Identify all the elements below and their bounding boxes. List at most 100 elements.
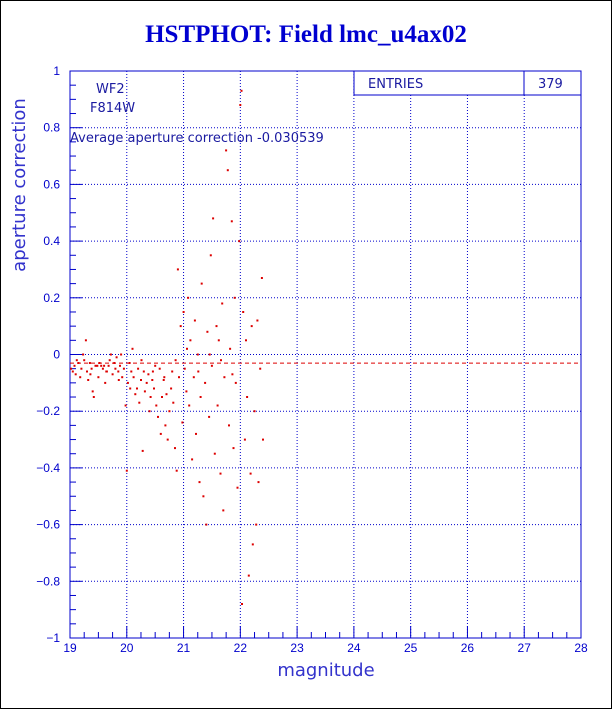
data-point bbox=[233, 296, 236, 299]
data-point bbox=[168, 410, 171, 413]
data-point bbox=[157, 415, 159, 418]
data-point bbox=[97, 376, 100, 379]
data-point bbox=[120, 353, 123, 356]
data-point bbox=[128, 362, 131, 364]
data-point bbox=[122, 367, 125, 370]
data-point bbox=[229, 347, 232, 350]
data-point bbox=[105, 370, 108, 373]
data-point bbox=[126, 381, 129, 384]
stats-entries-value: 379 bbox=[538, 77, 563, 92]
data-point bbox=[117, 379, 120, 381]
data-point bbox=[232, 447, 235, 450]
data-point bbox=[108, 359, 111, 362]
data-point bbox=[138, 401, 141, 404]
data-point bbox=[257, 481, 260, 484]
data-point bbox=[71, 370, 74, 373]
data-point bbox=[83, 359, 86, 362]
data-point bbox=[141, 449, 144, 452]
data-point bbox=[185, 390, 188, 393]
data-point bbox=[253, 410, 256, 413]
data-point bbox=[246, 396, 249, 398]
data-point bbox=[175, 469, 178, 472]
data-point bbox=[161, 396, 163, 398]
data-point bbox=[216, 404, 219, 407]
data-points bbox=[70, 89, 264, 605]
y-tick-label: 0 bbox=[53, 348, 60, 362]
tick-marks bbox=[69, 70, 582, 639]
data-point bbox=[243, 438, 246, 441]
data-point bbox=[234, 381, 237, 384]
data-point bbox=[124, 404, 127, 407]
data-point bbox=[192, 376, 195, 379]
y-tick-label: 0.4 bbox=[43, 234, 60, 248]
data-point bbox=[70, 367, 73, 370]
data-point bbox=[220, 359, 222, 362]
x-tick-label: 19 bbox=[63, 641, 77, 655]
data-point bbox=[196, 353, 199, 356]
data-point bbox=[162, 379, 165, 381]
data-point bbox=[103, 364, 106, 367]
y-axis-title: aperture correction bbox=[9, 98, 30, 272]
data-point bbox=[195, 432, 197, 435]
y-tick-labels: −1 −0.8 −0.6 −0.4 −0.2 0 0.2 0.4 0.6 0.8 1 bbox=[36, 64, 60, 645]
data-point bbox=[238, 240, 241, 243]
data-point bbox=[188, 404, 191, 407]
stats-box-frame bbox=[353, 70, 582, 96]
data-point bbox=[260, 277, 263, 279]
data-point bbox=[79, 376, 82, 379]
data-point bbox=[73, 364, 76, 367]
y-tick-label: 0.2 bbox=[43, 291, 60, 305]
data-point bbox=[145, 381, 148, 384]
data-point bbox=[148, 410, 151, 413]
x-tick-label: 24 bbox=[347, 641, 361, 655]
data-point bbox=[170, 387, 173, 390]
data-point bbox=[91, 390, 94, 393]
data-point bbox=[149, 396, 152, 398]
detector-label: WF2 bbox=[96, 82, 125, 97]
data-point bbox=[210, 364, 213, 367]
x-tick-label: 20 bbox=[120, 641, 134, 655]
stats-box: ENTRIES 379 bbox=[353, 70, 582, 96]
data-point bbox=[241, 603, 243, 605]
x-tick-label: 22 bbox=[234, 641, 248, 655]
data-point bbox=[132, 376, 135, 379]
data-point bbox=[174, 359, 177, 362]
data-point bbox=[223, 376, 226, 379]
data-point bbox=[166, 438, 169, 441]
data-point bbox=[153, 387, 155, 390]
y-tick-label: −0.4 bbox=[36, 461, 60, 475]
data-point bbox=[199, 396, 202, 398]
data-point bbox=[239, 104, 242, 106]
data-point bbox=[198, 481, 201, 484]
data-point bbox=[197, 370, 200, 373]
data-point bbox=[262, 438, 264, 441]
data-point bbox=[109, 353, 112, 356]
data-point bbox=[134, 393, 137, 396]
data-point bbox=[193, 319, 196, 322]
data-point bbox=[90, 367, 93, 370]
data-point bbox=[143, 390, 146, 393]
data-point bbox=[74, 373, 77, 376]
data-point bbox=[205, 523, 208, 526]
data-point bbox=[189, 339, 192, 342]
data-point bbox=[98, 362, 101, 364]
data-point bbox=[130, 370, 133, 373]
data-point bbox=[249, 472, 252, 475]
data-point bbox=[114, 367, 117, 370]
data-point bbox=[176, 268, 179, 271]
data-point bbox=[256, 319, 259, 322]
y-tick-label: 1 bbox=[53, 64, 60, 78]
data-point bbox=[142, 370, 145, 373]
data-point bbox=[251, 543, 254, 546]
data-point bbox=[151, 370, 154, 373]
data-point bbox=[171, 370, 174, 373]
data-point bbox=[84, 339, 87, 342]
data-point bbox=[206, 330, 209, 333]
x-tick-label: 26 bbox=[461, 641, 475, 655]
data-point bbox=[191, 458, 194, 461]
data-point bbox=[213, 452, 216, 455]
data-point bbox=[88, 362, 91, 364]
data-point bbox=[119, 364, 121, 367]
x-tick-labels: 19 20 21 22 23 24 25 26 27 28 bbox=[63, 641, 588, 655]
